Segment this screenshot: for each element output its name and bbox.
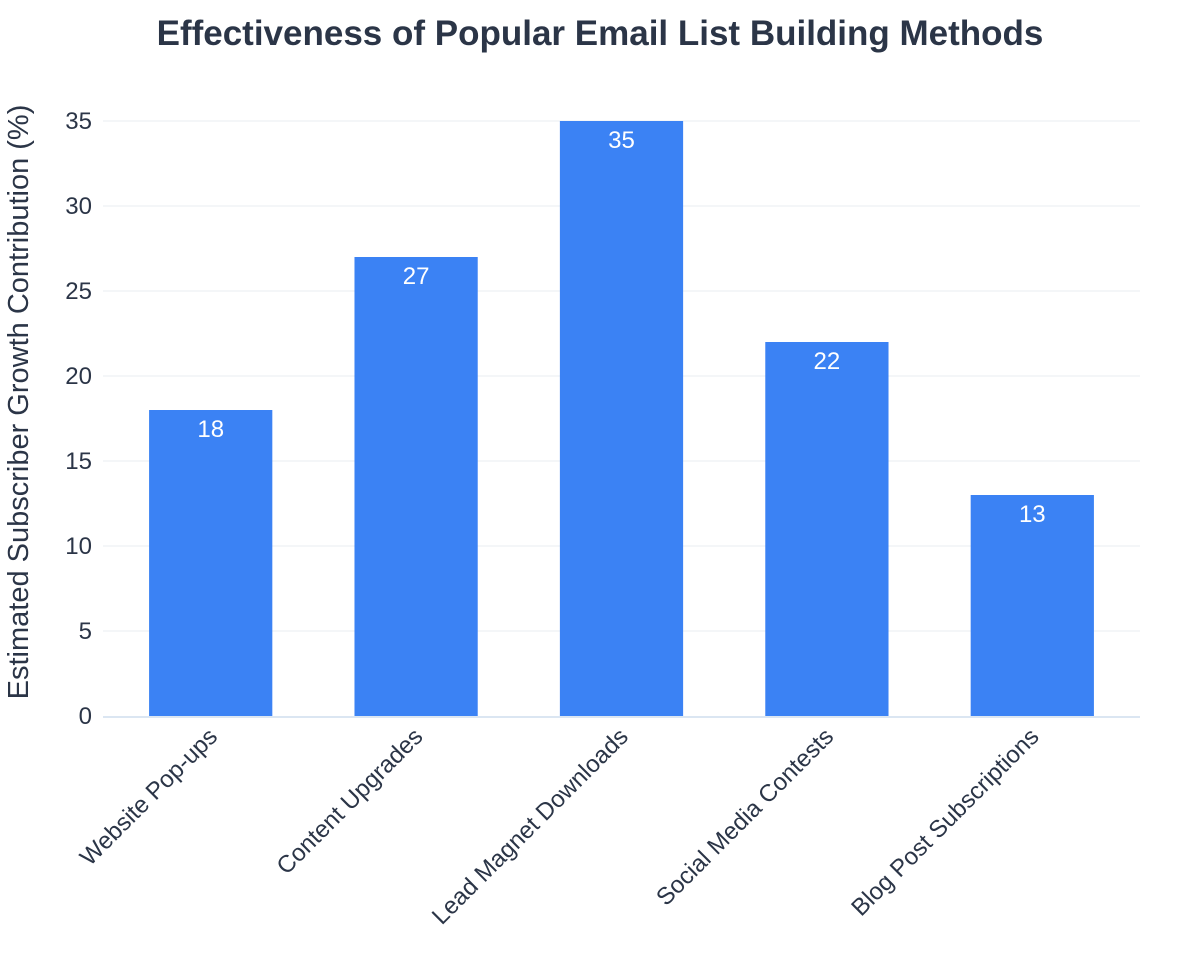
bar-value-label: 35 xyxy=(608,127,635,154)
bar xyxy=(149,410,273,716)
bar-value-label: 22 xyxy=(814,348,841,375)
y-tick-label: 35 xyxy=(65,108,92,135)
y-axis-ticks: 0 5 10 15 20 25 30 35 xyxy=(65,108,92,730)
y-tick-label: 0 xyxy=(79,703,92,730)
bar xyxy=(559,121,684,716)
bar xyxy=(354,257,478,716)
x-tick-label: Content Upgrades xyxy=(272,723,429,880)
y-tick-label: 10 xyxy=(65,533,92,560)
y-tick-label: 25 xyxy=(65,278,92,305)
x-tick-label: Blog Post Subscriptions xyxy=(846,723,1044,921)
x-tick-label: Social Media Contests xyxy=(651,723,839,911)
y-tick-label: 20 xyxy=(65,363,92,390)
x-tick-label: Website Pop-ups xyxy=(75,723,223,871)
y-axis-label: Estimated Subscriber Growth Contribution… xyxy=(3,105,35,700)
bar-value-label: 27 xyxy=(403,263,430,290)
bar-value-label: 18 xyxy=(197,416,224,443)
chart-title: Effectiveness of Popular Email List Buil… xyxy=(157,14,1044,53)
y-tick-label: 15 xyxy=(65,448,92,475)
bar xyxy=(970,495,1094,716)
y-tick-label: 30 xyxy=(65,193,92,220)
bar xyxy=(765,342,889,716)
x-tick-label: Lead Magnet Downloads xyxy=(427,723,634,930)
y-tick-label: 5 xyxy=(79,618,92,645)
data-labels: 18 27 35 22 13 xyxy=(197,127,1045,528)
bars xyxy=(149,121,1094,716)
bar-value-label: 13 xyxy=(1019,501,1046,528)
